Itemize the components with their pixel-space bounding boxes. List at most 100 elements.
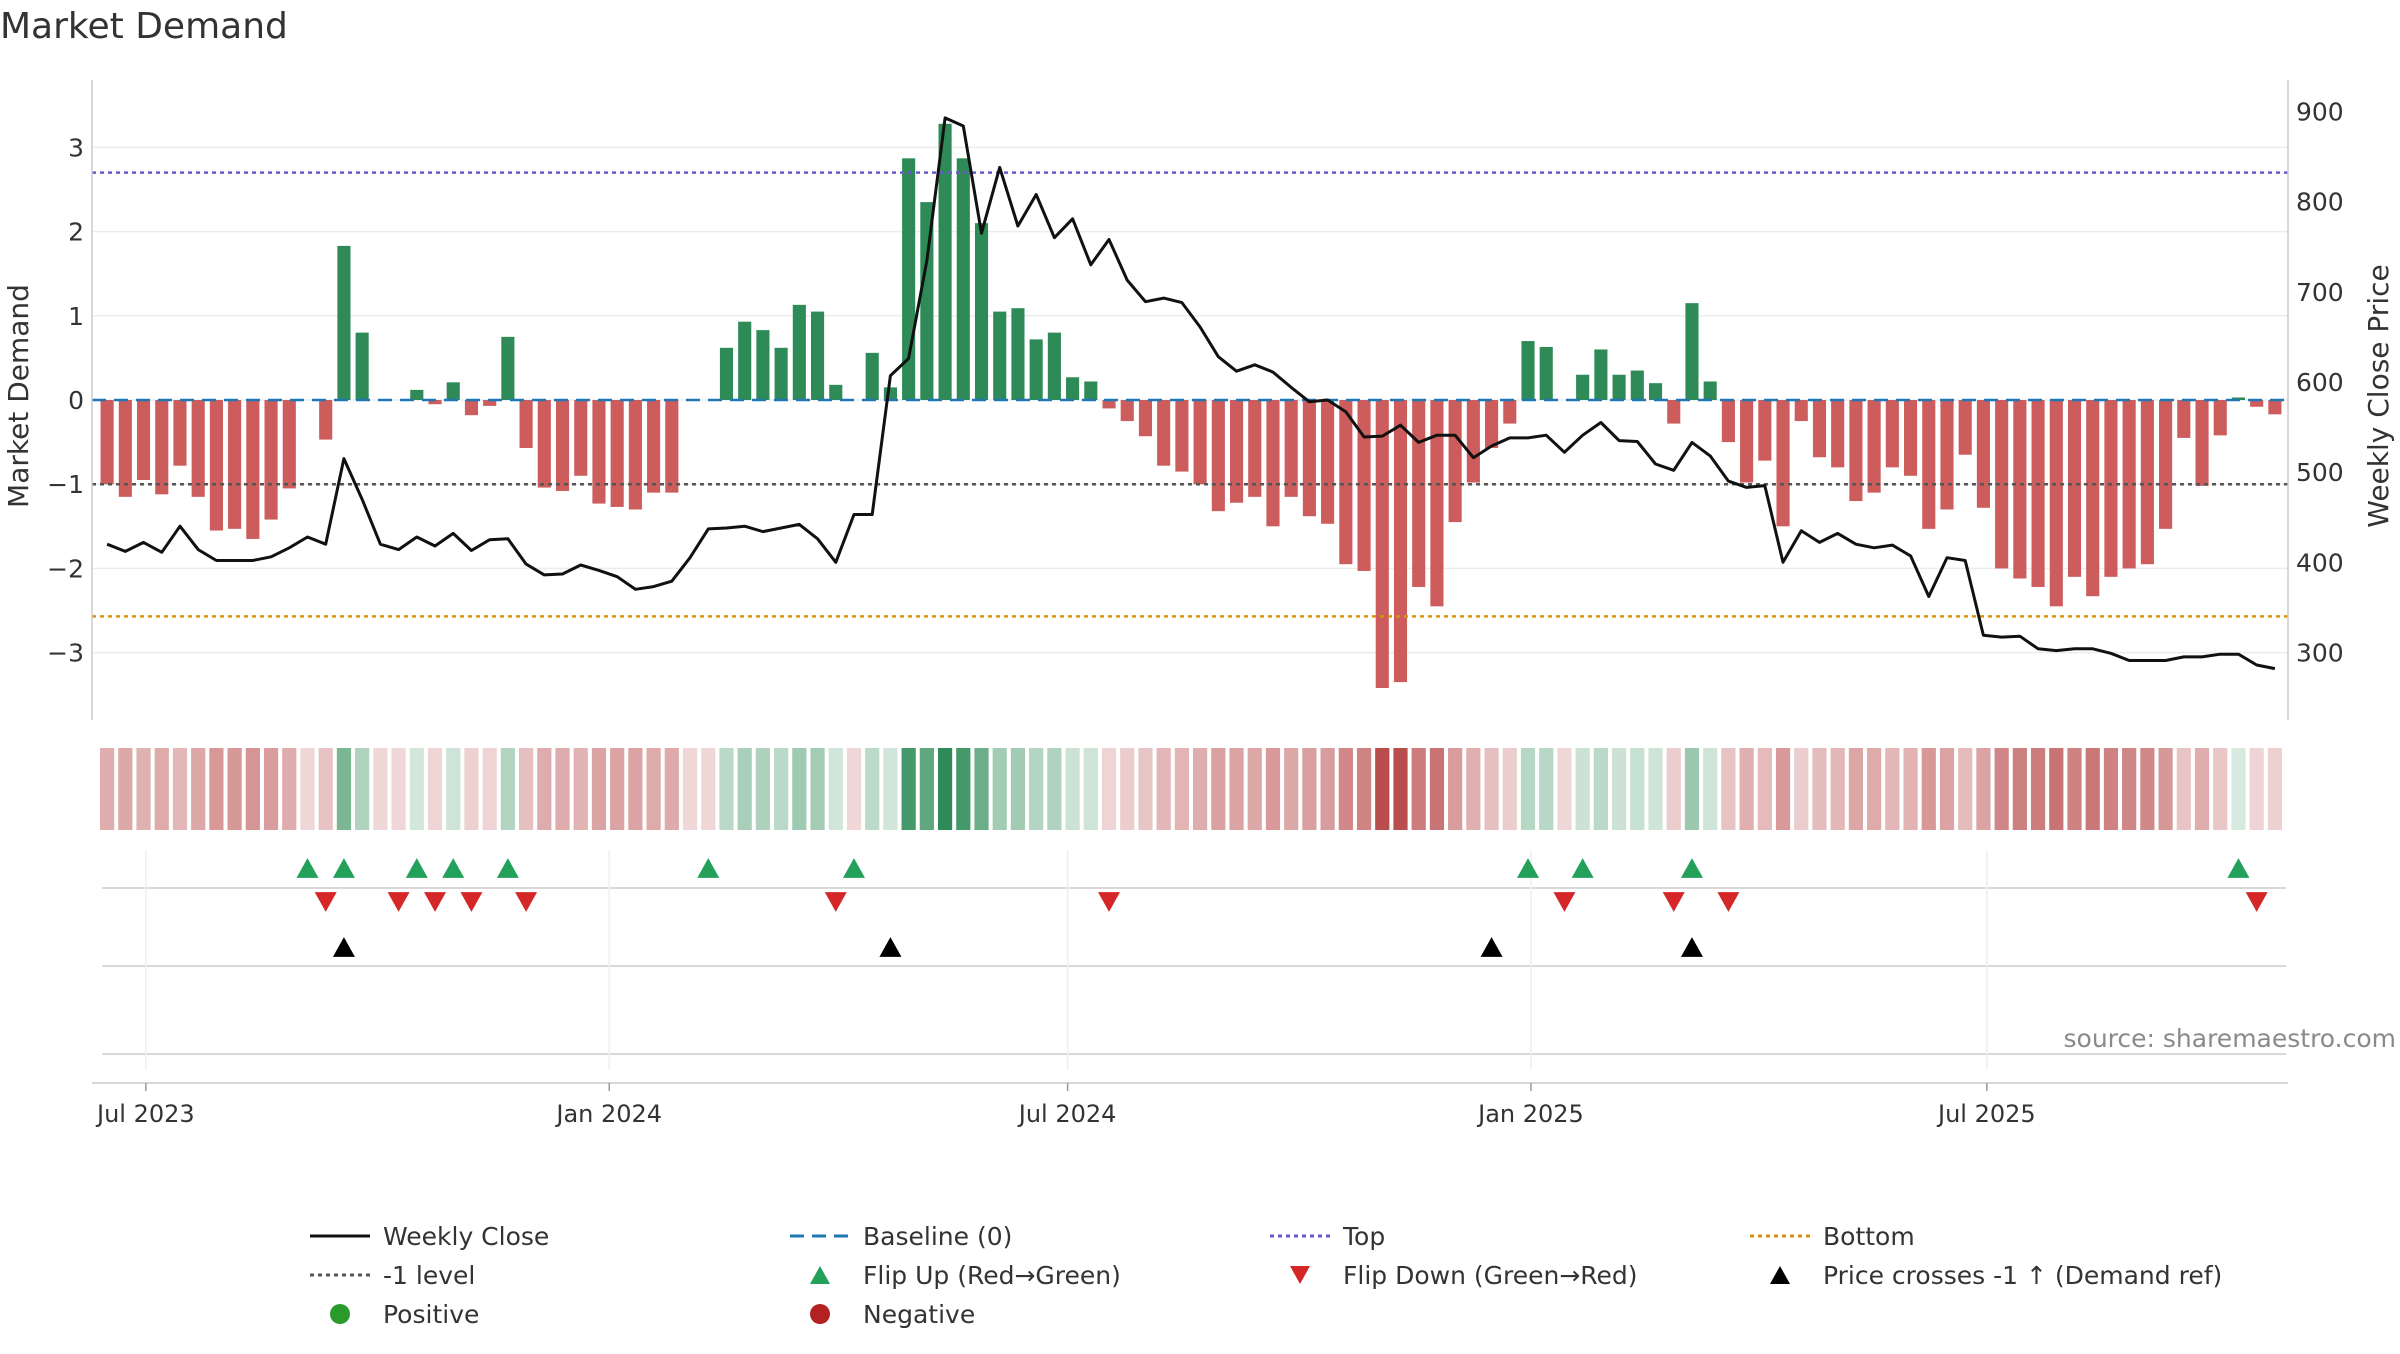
legend-label: Positive [383,1300,479,1329]
demand-bar [1011,308,1025,400]
flip-down-marker [824,892,847,912]
demand-bar [1703,381,1717,400]
flip-down-marker [1717,892,1740,912]
heat-cell [2049,748,2064,830]
flip-down-marker [424,892,447,912]
heat-cell [992,748,1007,830]
heat-cell [1247,748,1262,830]
heat-cell [1138,748,1153,830]
demand-bar [155,400,169,495]
demand-bar [1485,400,1499,448]
demand-bar [1576,374,1590,400]
heat-cell [1775,748,1791,830]
demand-bar [1976,400,1990,508]
left-tick-label: −1 [47,470,84,499]
heat-cell [573,748,588,830]
heat-cell [2194,748,2210,830]
demand-bar [2195,400,2209,486]
demand-bar [2159,400,2173,529]
demand-bar [555,400,570,491]
demand-bar [1885,400,1899,468]
heat-cell [1120,748,1135,830]
heat-cell [355,748,370,830]
chart-title: Market Demand [0,6,288,47]
demand-bar [410,389,424,400]
heat-cell [391,748,406,830]
x-tick-label: Jul 2023 [95,1100,195,1128]
demand-bar [647,400,661,493]
heat-cell [1539,748,1554,830]
heat-cell [1156,748,1171,830]
legend-label: Flip Down (Green→Red) [1343,1261,1638,1290]
heat-cell [2249,748,2264,830]
flip-down-marker [387,892,410,912]
heat-cell [1885,748,1900,830]
heat-cell [2267,748,2282,830]
heat-cell [409,748,424,830]
demand-bar [519,400,533,448]
demand-bar [1995,400,2009,569]
demand-bar [1466,400,1480,483]
demand-bar [938,123,952,400]
heat-cell [118,748,133,830]
heat-cell [500,748,515,830]
demand-bar [1047,332,1061,400]
demand-bar [1539,346,1553,400]
demand-bar [1758,400,1772,461]
heat-cell [2030,748,2046,830]
flip-down-marker [1098,892,1121,912]
demand-bar [2122,400,2136,569]
heat-cell [227,748,242,830]
heat-cell [919,748,934,830]
demand-bar [574,400,588,476]
heat-cell [1029,748,1044,830]
left-tick-labels: 3 2 1 0 −1 −2 −3 [47,133,84,667]
heat-cell [1520,748,1536,830]
demand-bar [2104,400,2118,577]
demand-bar [1066,377,1080,400]
heat-cell [883,748,898,830]
right-tick-label: 300 [2296,638,2344,667]
legend-swatch-dot [810,1304,830,1324]
demand-bar [2177,400,2191,438]
heat-cell [1666,748,1681,830]
demand-bar [337,245,351,400]
demand-bar [464,400,478,416]
demand-bar [883,387,897,400]
heat-cell [1302,748,1317,830]
price-cross-marker [1480,937,1503,957]
heat-cell [1903,748,1918,830]
heat-cell [464,748,479,830]
heat-cell [1393,748,1408,830]
demand-bar [246,400,260,539]
demand-bar [1029,339,1043,400]
flip-up-marker [296,858,319,878]
heat-cell [828,748,843,830]
heat-cell [245,748,260,830]
demand-bar [1648,383,1663,400]
heat-cell [100,748,115,830]
demand-bar [774,347,788,400]
legend-swatch-tri-down [1290,1266,1310,1284]
weekly-close-line [106,116,2276,671]
signal-markers [296,858,2268,957]
heat-cell [2067,748,2082,830]
demand-bar [1102,400,1116,409]
heat-cell [1411,748,1426,830]
demand-bar [1357,400,1371,571]
demand-bar [1120,400,1134,422]
heat-cell [1848,748,1864,830]
demand-bar [1740,400,1754,483]
signal-rows [102,850,2286,1070]
demand-bar [483,400,497,406]
demand-bar [974,223,989,400]
heat-cell [901,748,916,830]
heat-cell [1356,748,1372,830]
heat-cell [2231,748,2246,830]
heat-cell [1557,748,1572,830]
x-tick-label: Jul 2025 [1936,1100,2036,1128]
price-cross-marker [1680,937,1703,957]
heat-cell [1721,748,1736,830]
demand-bar [1084,381,1098,400]
